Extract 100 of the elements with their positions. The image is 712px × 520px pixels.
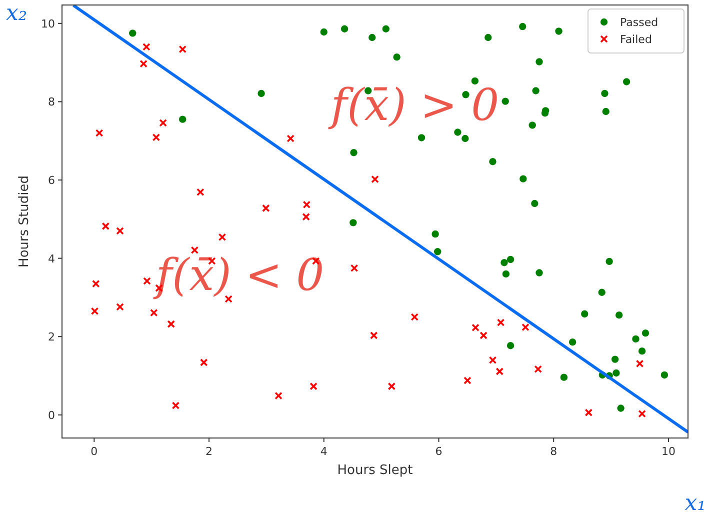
- point: [506, 342, 514, 350]
- x-axis-title: Hours Slept: [337, 463, 413, 478]
- point: [418, 134, 426, 142]
- point: [258, 90, 265, 98]
- point: [90, 307, 99, 316]
- point: [462, 91, 470, 98]
- point: [388, 382, 396, 390]
- y-tick-label: 4: [48, 252, 55, 266]
- point: [472, 324, 480, 332]
- point: [178, 45, 187, 54]
- y-tick-label: 0: [48, 408, 55, 422]
- point: [350, 264, 358, 272]
- point: [502, 98, 509, 105]
- point: [274, 392, 282, 400]
- point: [102, 222, 110, 230]
- point: [432, 230, 439, 238]
- point: [393, 53, 400, 61]
- point: [150, 308, 158, 317]
- point: [434, 248, 442, 256]
- point: [286, 134, 294, 142]
- point: [534, 365, 542, 373]
- point: [638, 347, 646, 355]
- text: x₂: [6, 1, 28, 26]
- point: [528, 122, 536, 129]
- point: [581, 310, 588, 318]
- x-tick-label: 6: [435, 445, 442, 458]
- point: [302, 212, 310, 221]
- point: [140, 60, 148, 68]
- point: [143, 277, 151, 285]
- point: [615, 311, 623, 319]
- point: [642, 329, 650, 337]
- y-tick-label: 8: [48, 96, 55, 109]
- x-tick-label: 10: [661, 445, 676, 458]
- point: [129, 30, 136, 37]
- point: [92, 280, 100, 288]
- point: [167, 320, 176, 328]
- point: [116, 226, 124, 235]
- point: [502, 270, 510, 278]
- point: [350, 148, 358, 156]
- point: [196, 188, 204, 196]
- point: [350, 219, 357, 226]
- point: [606, 258, 613, 266]
- point: [488, 356, 497, 364]
- annotation: f(x̄) < 0: [152, 250, 324, 301]
- point: [200, 358, 208, 366]
- point: [371, 175, 379, 184]
- legend-label: Passed: [620, 16, 658, 29]
- point: [302, 200, 311, 209]
- point: [484, 34, 492, 42]
- point: [602, 108, 610, 116]
- point: [142, 42, 150, 51]
- point: [568, 338, 576, 346]
- point: [617, 404, 624, 412]
- point: [95, 129, 104, 137]
- y-tick-label: 6: [48, 174, 55, 187]
- point: [611, 356, 619, 363]
- point: [584, 408, 593, 416]
- point: [636, 360, 644, 368]
- point: [506, 256, 514, 264]
- point: [320, 28, 328, 36]
- point: [410, 313, 419, 321]
- point: [520, 175, 527, 182]
- x-tick-label: 8: [550, 445, 558, 458]
- point: [522, 323, 530, 332]
- point: [462, 134, 469, 142]
- point: [489, 158, 496, 166]
- x-tick-label: 0: [90, 445, 98, 458]
- point: [496, 368, 504, 376]
- point: [310, 382, 318, 390]
- point: [471, 77, 479, 85]
- point: [601, 90, 608, 98]
- annotation: f(x̄) > 0: [328, 80, 500, 131]
- point: [152, 133, 160, 142]
- point: [172, 402, 180, 410]
- point: [368, 34, 376, 42]
- point: [560, 374, 568, 381]
- point: [454, 128, 462, 136]
- legend-label: Failed: [620, 33, 652, 46]
- y-tick-label: 2: [48, 330, 55, 344]
- point: [382, 25, 390, 32]
- point: [622, 78, 630, 86]
- point: [660, 371, 668, 379]
- point: [612, 369, 620, 377]
- point: [116, 302, 124, 311]
- point: [496, 318, 505, 326]
- y-tick-label: 10: [41, 17, 55, 30]
- x-tick-label: 4: [320, 445, 328, 458]
- point: [500, 259, 508, 266]
- point: [632, 335, 640, 343]
- point: [190, 246, 199, 254]
- point: [531, 200, 538, 208]
- point: [340, 25, 348, 32]
- point: [218, 233, 226, 242]
- point: [598, 288, 606, 296]
- point: [370, 332, 378, 340]
- point: [464, 376, 472, 384]
- y-axis-title: Hours Studied: [17, 176, 32, 268]
- x-tick-label: 2: [206, 445, 213, 458]
- point: [555, 28, 562, 35]
- point: [532, 87, 540, 94]
